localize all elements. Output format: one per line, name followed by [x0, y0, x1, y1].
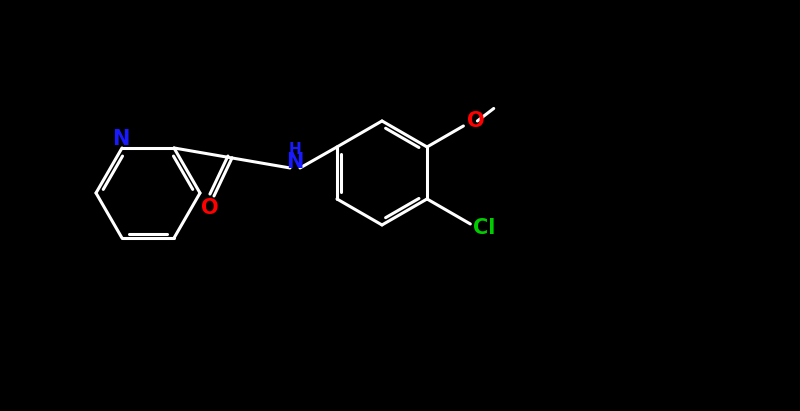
Text: O: O — [201, 198, 219, 218]
Text: N: N — [112, 129, 130, 149]
Text: N: N — [286, 152, 304, 172]
Text: O: O — [466, 111, 484, 131]
Text: H: H — [289, 143, 302, 157]
Text: Cl: Cl — [473, 218, 495, 238]
